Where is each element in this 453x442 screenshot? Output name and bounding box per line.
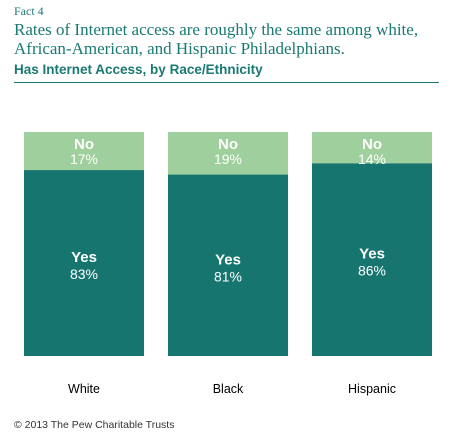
no-series-label-black: No: [218, 136, 238, 153]
no-value-label-hispanic: 14%: [358, 151, 386, 167]
yes-series-label-black: Yes: [215, 251, 241, 268]
fact-label: Fact 4: [14, 4, 44, 18]
yes-series-label-hispanic: Yes: [359, 246, 385, 263]
chart-headline: Rates of Internet access are roughly the…: [14, 20, 419, 58]
bar-yes-black: [168, 174, 288, 356]
yes-series-label-white: Yes: [71, 249, 97, 266]
bar-yes-white: [24, 170, 144, 356]
yes-value-label-white: 83%: [70, 266, 98, 282]
bar-no-white: [24, 132, 144, 171]
no-series-label-hispanic: No: [362, 136, 382, 153]
no-value-label-white: 17%: [70, 151, 98, 167]
yes-value-label-hispanic: 86%: [358, 263, 386, 279]
no-series-label-white: No: [74, 136, 94, 153]
chart-subtitle: Has Internet Access, by Race/Ethnicity: [14, 62, 263, 77]
category-label-black: Black: [213, 382, 244, 396]
category-label-white: White: [68, 382, 100, 396]
yes-value-label-black: 81%: [214, 268, 242, 284]
category-label-hispanic: Hispanic: [348, 382, 396, 396]
bar-no-black: [168, 132, 288, 175]
bar-no-hispanic: [312, 132, 432, 164]
copyright-footer: © 2013 The Pew Charitable Trusts: [14, 419, 175, 431]
header-rule: [14, 82, 439, 83]
no-value-label-black: 19%: [214, 151, 242, 167]
bar-yes-hispanic: [312, 163, 432, 356]
